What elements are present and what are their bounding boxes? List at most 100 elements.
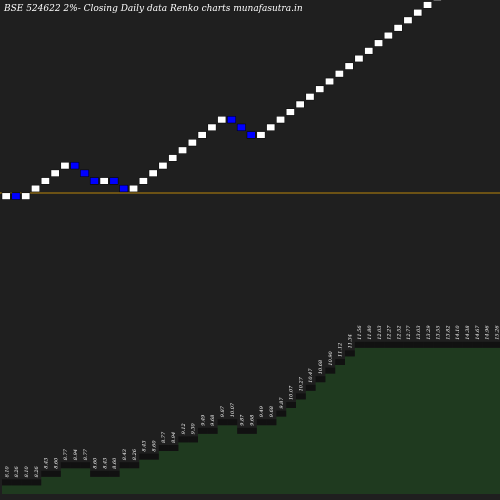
volume-step-shadow <box>423 341 434 348</box>
price-label: 8.94 <box>171 432 177 443</box>
volume-step-shadow <box>286 402 296 408</box>
volume-step-shadow <box>315 376 326 383</box>
volume-step-shadow <box>403 341 414 348</box>
price-label: 8.43 <box>142 440 148 451</box>
renko-brick <box>119 184 129 193</box>
renko-brick <box>305 93 315 101</box>
price-label: 10.68 <box>318 360 324 374</box>
price-label: 14.38 <box>465 325 471 339</box>
price-label: 9.68 <box>269 406 275 417</box>
volume-step-shadow <box>433 341 443 348</box>
volume-step-shadow <box>247 427 257 434</box>
volume-step-shadow <box>207 427 218 434</box>
volume-step-shadow <box>129 462 140 469</box>
volume-step-shadow <box>109 470 120 477</box>
price-label: 8.60 <box>151 440 157 452</box>
price-label: 8.94 <box>73 449 79 460</box>
volume-step-shadow <box>90 470 100 477</box>
volume-step-shadow <box>325 367 336 374</box>
price-label: 9.12 <box>181 423 187 434</box>
price-label: 8.60 <box>93 457 99 469</box>
price-label: 9.68 <box>210 415 216 426</box>
renko-brick <box>432 0 442 1</box>
volume-step-shadow <box>364 341 375 348</box>
price-label: 8.26 <box>34 465 40 477</box>
price-label: 9.87 <box>220 405 226 417</box>
volume-step-shadow <box>227 419 238 426</box>
price-label: 10.47 <box>308 368 314 383</box>
volume-area <box>2 347 500 494</box>
price-label: 14.67 <box>475 325 481 340</box>
volume-step-shadow <box>384 341 394 348</box>
price-label: 9.68 <box>249 415 255 426</box>
price-label: 8.43 <box>44 458 50 469</box>
renko-brick <box>31 184 40 193</box>
volume-step-shadow <box>296 393 306 400</box>
renko-brick <box>11 192 21 200</box>
volume-step-shadow <box>462 341 473 348</box>
upper-panel <box>0 0 500 300</box>
renko-brick <box>138 177 148 185</box>
price-label: 13.82 <box>445 325 451 339</box>
price-label: 10.27 <box>298 376 304 391</box>
volume-step-shadow <box>168 445 179 451</box>
volume-step-shadow <box>100 470 110 477</box>
price-label: 8.60 <box>53 457 59 469</box>
price-label: 8.77 <box>83 448 89 460</box>
renko-brick <box>89 177 99 185</box>
renko-brick <box>393 24 403 32</box>
price-label: 14.10 <box>455 325 461 340</box>
volume-step-shadow <box>256 419 267 426</box>
renko-brick <box>60 162 70 170</box>
volume-step-shadow <box>70 462 81 469</box>
renko-brick <box>413 9 423 17</box>
volume-step-shadow <box>492 341 500 348</box>
renko-brick <box>129 184 138 193</box>
price-label: 9.87 <box>240 414 246 426</box>
renko-brick <box>285 108 295 116</box>
renko-brick <box>99 177 109 185</box>
renko-brick <box>21 192 31 200</box>
price-label: 8.10 <box>24 465 30 477</box>
renko-brick <box>207 123 217 131</box>
price-label: 8.43 <box>122 449 128 460</box>
renko-brick <box>109 177 119 185</box>
renko-brick <box>227 116 236 124</box>
price-label: 15.26 <box>494 325 500 340</box>
reference-lines <box>0 192 500 194</box>
renko-brick <box>403 16 413 24</box>
volume-step-shadow <box>276 410 287 417</box>
price-label: 11.12 <box>338 343 344 357</box>
renko-brick <box>266 123 276 131</box>
volume-step-shadow <box>60 462 71 469</box>
volume-step-shadow <box>51 470 61 477</box>
renko-brick <box>374 39 383 47</box>
renko-brick <box>325 77 334 86</box>
volume-step-shadow <box>374 341 385 348</box>
renko-brick <box>246 131 256 139</box>
volume-step-shadow <box>149 453 159 460</box>
renko-brick <box>423 1 432 9</box>
renko-brick <box>168 154 178 162</box>
renko-brick <box>148 169 158 177</box>
renko-brick <box>178 146 187 154</box>
volume-step-shadow <box>178 436 189 443</box>
renko-brick <box>334 70 344 78</box>
renko-brick <box>383 31 393 40</box>
price-label: 9.49 <box>259 405 265 417</box>
volume-step-shadow <box>217 419 228 426</box>
chart-title: BSE 524622 2%- Closing Daily data Renko … <box>3 4 303 14</box>
renko-brick <box>197 131 207 139</box>
volume-step-shadow <box>119 462 130 469</box>
volume-step-shadow <box>354 341 365 348</box>
renko-brick <box>50 169 60 177</box>
volume-step-shadow <box>41 470 51 477</box>
price-label: 11.56 <box>357 325 363 340</box>
price-label: 8.26 <box>14 465 20 477</box>
price-label: 12.52 <box>396 325 402 339</box>
renko-brick <box>217 116 227 124</box>
volume-step-shadow <box>335 359 345 365</box>
price-label: 8.43 <box>102 458 108 469</box>
